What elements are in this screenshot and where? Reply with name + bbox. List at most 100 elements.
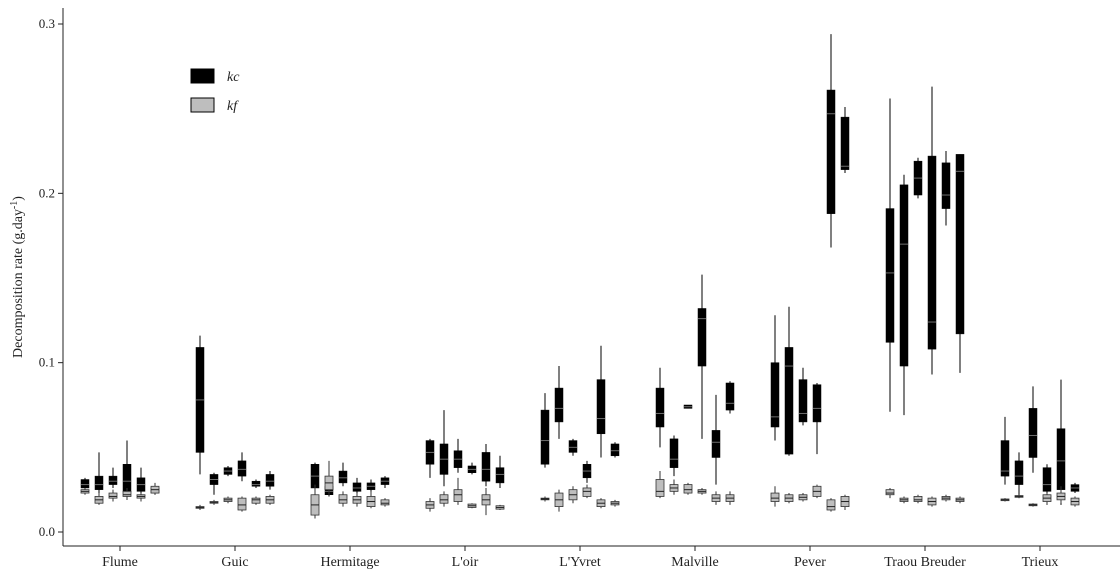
kf-box [425, 498, 435, 512]
kf-box [439, 491, 449, 507]
category-group [540, 345, 620, 512]
box-iqr [596, 379, 606, 435]
legend: kc kf [190, 68, 240, 114]
box-iqr [265, 474, 275, 487]
kc-box [1070, 482, 1080, 494]
kf-box [495, 504, 505, 510]
category-group [1000, 379, 1080, 507]
kf-box [540, 496, 550, 502]
kf-box [955, 496, 965, 504]
kf-box [467, 503, 477, 509]
kc-box [554, 366, 564, 439]
kf-box [840, 494, 850, 510]
box-iqr [711, 430, 721, 458]
kc-box [223, 465, 233, 477]
box-iqr [798, 379, 808, 423]
kc-box [784, 306, 794, 456]
kf-box [1042, 493, 1052, 505]
kf-box [265, 494, 275, 505]
kf-box [310, 484, 320, 519]
box-iqr [899, 184, 909, 367]
kf-box [582, 484, 592, 499]
legend-swatch-kc [190, 68, 215, 84]
box-iqr [352, 482, 362, 492]
x-category-label: L'Yvret [559, 555, 601, 570]
x-category-label: Traou Breuder [884, 555, 966, 570]
kf-box [366, 491, 376, 509]
kc-box [467, 462, 477, 475]
legend-label-kf: kf [227, 99, 239, 114]
kf-box [352, 493, 362, 507]
kf-box [669, 479, 679, 495]
kf-box [711, 491, 721, 505]
kc-box [380, 476, 390, 488]
box-iqr [1014, 460, 1024, 485]
kc-box [582, 460, 592, 483]
box-iqr [122, 490, 132, 497]
x-categories: Flume Guic Hermitage L'oir L'Yvret Malville Pe… [102, 546, 1058, 570]
kc-box [453, 438, 463, 473]
box-iqr [439, 494, 449, 504]
kf-box [655, 471, 665, 499]
box-iqr [481, 452, 491, 482]
box-iqr [655, 387, 665, 428]
kc-box [80, 477, 90, 490]
box-iqr [554, 387, 564, 423]
kf-box [453, 477, 463, 505]
kf-box [1014, 494, 1024, 499]
box-iqr [840, 116, 850, 170]
box-iqr [1000, 440, 1010, 477]
kf-box [380, 498, 390, 507]
box-iqr [610, 443, 620, 457]
category-group [885, 86, 965, 507]
box-iqr [826, 89, 836, 214]
kc-box [711, 394, 721, 485]
kf-box [251, 496, 261, 505]
category-group [195, 335, 275, 512]
box-iqr [885, 489, 895, 496]
box-iqr [495, 467, 505, 484]
kf-box [554, 489, 564, 512]
box-iqr [122, 464, 132, 492]
kf-box [1028, 503, 1038, 507]
kc-box [655, 367, 665, 448]
category-group [770, 34, 850, 512]
axes [62, 8, 1120, 547]
box-iqr [1042, 467, 1052, 492]
kc-box [195, 335, 205, 475]
box-iqr [453, 489, 463, 502]
box-iqr [725, 382, 735, 411]
y-ticks: 0.0 0.1 0.2 0.3 [39, 16, 63, 539]
kc-box [495, 455, 505, 488]
kc-box [352, 477, 362, 495]
kc-box [540, 393, 550, 468]
box-iqr [80, 479, 90, 489]
box-iqr [683, 484, 693, 494]
kc-box [94, 452, 104, 494]
y-tick-label: 0.1 [39, 355, 55, 370]
box-iqr [237, 497, 247, 511]
kc-box [1000, 416, 1010, 485]
kf-box [941, 494, 951, 502]
box-iqr [251, 480, 261, 487]
x-category-label: Hermitage [320, 555, 379, 570]
kf-box [798, 493, 808, 502]
kf-box [885, 487, 895, 499]
kc-box [683, 404, 693, 409]
x-category-label: Flume [102, 555, 138, 570]
box-iqr [540, 409, 550, 465]
box-iqr [1056, 428, 1066, 490]
kc-box [885, 98, 895, 412]
kc-box [108, 467, 118, 488]
kf-box [481, 487, 491, 516]
category-group [310, 460, 390, 519]
kc-box [798, 367, 808, 426]
box-iqr [237, 460, 247, 477]
box-iqr [941, 162, 951, 209]
kf-box [122, 487, 132, 500]
box-iqr [826, 499, 836, 511]
kf-box [338, 491, 348, 507]
legend-label-kc: kc [227, 70, 240, 85]
box-iqr [697, 308, 707, 367]
box-iqr [568, 440, 578, 453]
